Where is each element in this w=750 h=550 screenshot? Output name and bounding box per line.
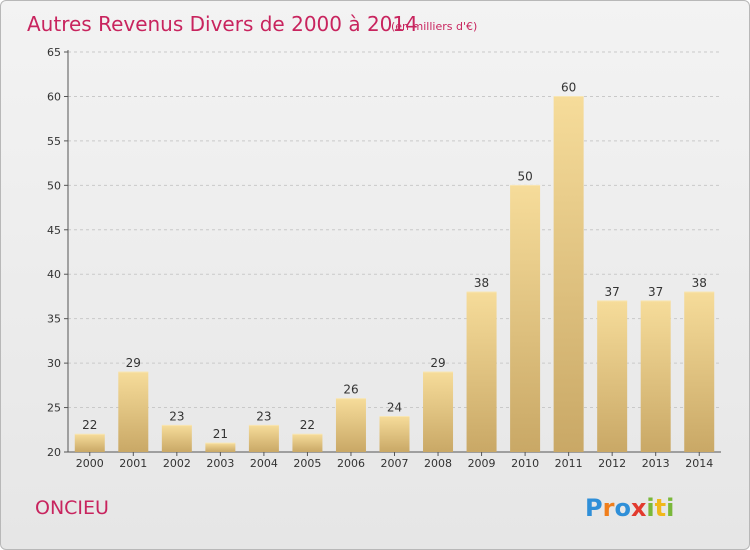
- proxiti-logo: Proxiti: [585, 494, 674, 522]
- value-label: 29: [430, 356, 445, 370]
- bar-2009: [466, 292, 497, 452]
- x-tick-label: 2000: [76, 457, 104, 470]
- y-tick-label: 20: [47, 446, 61, 459]
- x-tick-label: 2002: [163, 457, 191, 470]
- logo-letter: x: [631, 494, 647, 522]
- logo-letter: o: [614, 494, 631, 522]
- value-label: 24: [387, 400, 402, 414]
- value-label: 38: [474, 276, 489, 290]
- x-tick-label: 2004: [250, 457, 278, 470]
- y-tick-label: 45: [47, 224, 61, 237]
- bar-2014: [684, 292, 715, 452]
- y-tick-label: 30: [47, 357, 61, 370]
- y-tick-label: 65: [47, 46, 61, 59]
- logo-letter: r: [603, 494, 615, 522]
- y-tick-label: 60: [47, 90, 61, 103]
- bar-2002: [161, 425, 192, 452]
- bar-2001: [118, 372, 149, 452]
- value-label: 29: [126, 356, 141, 370]
- logo-letter: i: [646, 494, 654, 522]
- y-tick-label: 40: [47, 268, 61, 281]
- value-label: 22: [82, 418, 97, 432]
- bar-2005: [292, 434, 323, 452]
- x-tick-label: 2011: [555, 457, 583, 470]
- x-tick-label: 2001: [119, 457, 147, 470]
- bar-layer: 22 29 23 21 23 22 26 24 29 38 50 60 37 37 38: [74, 80, 715, 453]
- bar-2007: [379, 416, 410, 452]
- chart-subtitle: (en milliers d'€): [391, 20, 477, 33]
- grid-layer: [68, 51, 721, 409]
- logo-letter: i: [666, 494, 674, 522]
- place-name: ONCIEU: [35, 497, 109, 519]
- x-tick-label: 2003: [206, 457, 234, 470]
- x-tick-label: 2007: [381, 457, 409, 470]
- value-label: 23: [256, 409, 271, 423]
- chart-title: Autres Revenus Divers de 2000 à 2014: [27, 12, 418, 36]
- value-label: 37: [605, 285, 620, 299]
- x-tick-label: 2014: [685, 457, 713, 470]
- bar-2013: [640, 300, 671, 452]
- bar-2008: [423, 372, 454, 452]
- value-label: 38: [692, 276, 707, 290]
- value-label: 26: [343, 383, 358, 397]
- value-label: 23: [169, 409, 184, 423]
- bar-2004: [248, 425, 279, 452]
- x-tick-label: 2009: [468, 457, 496, 470]
- y-tick-label: 50: [47, 179, 61, 192]
- bar-2012: [597, 300, 628, 452]
- bar-2006: [335, 398, 366, 452]
- bar-2011: [553, 96, 584, 452]
- axis-layer: 20 25 30 35 40 45 50 55 60 65 2000 2001 2002 2003 2004…: [47, 46, 721, 470]
- x-tick-label: 2010: [511, 457, 539, 470]
- value-label: 37: [648, 285, 663, 299]
- bar-2000: [74, 434, 105, 452]
- x-tick-label: 2008: [424, 457, 452, 470]
- logo-letter: P: [585, 494, 603, 522]
- value-label: 22: [300, 418, 315, 432]
- value-label: 21: [213, 427, 228, 441]
- value-label: 50: [517, 169, 532, 183]
- bar-2003: [205, 443, 236, 452]
- x-tick-label: 2012: [598, 457, 626, 470]
- y-tick-label: 25: [47, 402, 61, 415]
- logo-letter: t: [655, 494, 666, 522]
- x-tick-label: 2013: [642, 457, 670, 470]
- bar-2010: [510, 185, 541, 453]
- value-label: 60: [561, 80, 576, 94]
- x-tick-label: 2005: [293, 457, 321, 470]
- y-tick-label: 55: [47, 135, 61, 148]
- y-tick-label: 35: [47, 313, 61, 326]
- x-tick-label: 2006: [337, 457, 365, 470]
